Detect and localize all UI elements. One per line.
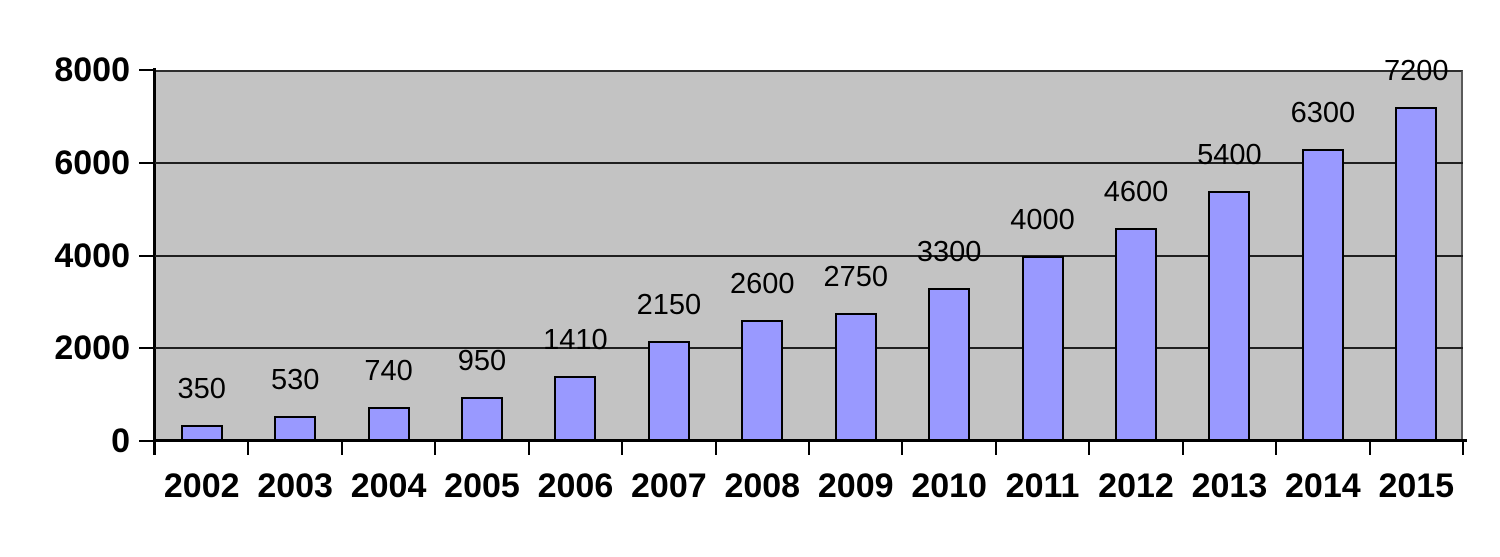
x-axis-line [153, 439, 1467, 442]
bar [1115, 227, 1157, 441]
y-axis-tick-label: 0 [111, 422, 130, 460]
x-axis-label: 2006 [537, 467, 614, 505]
bar [180, 424, 223, 441]
x-axis-tick [1181, 442, 1184, 455]
x-axis-label: 2012 [1098, 467, 1174, 505]
x-axis-tick [1368, 442, 1371, 455]
bar [928, 287, 971, 441]
x-axis-label: 2005 [444, 467, 520, 505]
y-axis-tick-label: 8000 [54, 51, 130, 89]
bar-value-label: 4600 [1103, 175, 1169, 208]
y-axis-line [153, 68, 156, 455]
x-axis-label: 2004 [350, 467, 427, 505]
bar [367, 406, 410, 441]
x-axis-tick [340, 442, 343, 455]
x-axis-label: 2007 [631, 467, 707, 505]
y-axis-tick [139, 161, 154, 164]
x-axis-tick [247, 442, 250, 455]
x-axis-label: 2009 [817, 467, 894, 505]
bar [554, 375, 597, 441]
x-axis-tick [527, 442, 530, 455]
bar-value-label: 5400 [1197, 138, 1262, 171]
x-axis-tick [1088, 442, 1091, 455]
x-axis-tick [808, 442, 810, 455]
x-axis-tick [1275, 442, 1278, 455]
x-axis-label: 2002 [163, 467, 240, 505]
x-axis-label: 2015 [1378, 467, 1455, 505]
bar [274, 416, 317, 441]
bar-value-label: 740 [364, 354, 413, 387]
bar-value-label: 2750 [823, 261, 888, 294]
bar-value-label: 4000 [1010, 203, 1075, 236]
x-axis-tick [154, 442, 156, 455]
y-axis-tick-label: 6000 [54, 143, 130, 182]
bar-value-label: 350 [177, 372, 226, 405]
x-axis-tick [621, 442, 624, 455]
x-axis-tick [714, 442, 717, 455]
y-axis-tick-label: 2000 [54, 329, 130, 368]
x-axis-label: 2013 [1191, 467, 1268, 505]
bar [1021, 255, 1064, 441]
x-axis-label: 2014 [1285, 467, 1361, 505]
y-axis-tick [139, 69, 154, 71]
bar-value-label: 6300 [1290, 96, 1356, 129]
bar [1208, 190, 1251, 441]
bar [1395, 107, 1438, 441]
bar [741, 320, 784, 441]
bar-value-label: 2150 [636, 289, 702, 322]
y-axis-tick-label: 4000 [54, 236, 130, 275]
x-axis-tick [1462, 442, 1464, 455]
y-axis-tick [139, 254, 154, 257]
y-axis-tick [139, 440, 154, 442]
bar [834, 313, 877, 441]
x-axis-tick [901, 442, 904, 455]
bar-value-label: 3300 [916, 235, 982, 268]
bar-value-label: 2600 [730, 268, 795, 301]
bar-value-label: 950 [457, 344, 507, 377]
x-axis-tick [994, 442, 997, 455]
bar-value-label: 530 [270, 364, 320, 397]
bar-value-label: 7200 [1384, 55, 1449, 88]
x-axis-label: 2010 [911, 467, 987, 505]
x-axis-label: 2003 [257, 467, 333, 505]
gridline [155, 254, 1463, 257]
x-axis-tick [434, 442, 437, 455]
y-axis-tick [139, 347, 154, 350]
bar-value-label: 1410 [543, 323, 608, 356]
gridline [155, 161, 1463, 164]
bar [461, 396, 503, 441]
bar [647, 341, 690, 441]
x-axis-label: 2011 [1005, 467, 1080, 505]
x-axis-label: 2008 [724, 467, 801, 505]
bar [1301, 148, 1344, 441]
gridline [155, 347, 1463, 350]
